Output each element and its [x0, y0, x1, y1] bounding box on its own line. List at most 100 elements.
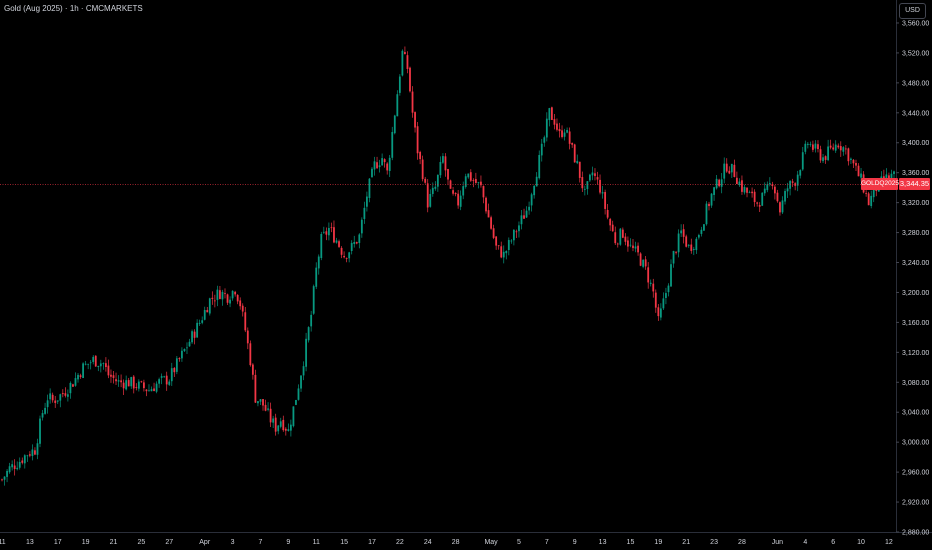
- candle-body: [419, 151, 422, 160]
- candle-body: [538, 155, 541, 179]
- candle-body: [867, 193, 870, 206]
- candle-body: [274, 417, 277, 432]
- candle-body: [46, 400, 49, 408]
- candle-body: [272, 418, 275, 423]
- x-tick-label: 17: [54, 539, 62, 546]
- price-axis[interactable]: 2,880.00 2,920.00 2,960.00 3,000.00 3,040.00…: [896, 20, 929, 537]
- candle-body: [406, 55, 409, 69]
- candle-body: [561, 130, 563, 138]
- candle-body: [601, 192, 604, 194]
- candle-body: [880, 176, 883, 179]
- candle-body: [49, 393, 52, 400]
- candle-body: [515, 231, 518, 233]
- candle-body: [168, 381, 171, 385]
- candle-body: [576, 160, 579, 164]
- candle-body: [850, 158, 852, 160]
- candle-body: [659, 308, 662, 318]
- candle-body: [629, 244, 632, 246]
- candle-body: [477, 182, 480, 184]
- candle-body: [363, 207, 366, 219]
- candle-body: [553, 119, 556, 125]
- candle-body: [733, 164, 736, 177]
- candle-body: [87, 363, 90, 365]
- candle-body: [614, 232, 617, 244]
- candle-body: [353, 242, 356, 245]
- candle-body: [401, 50, 404, 76]
- candle-body: [459, 195, 462, 207]
- candle-body: [310, 314, 313, 327]
- candle-body: [804, 143, 807, 152]
- x-tick-label: 12: [885, 539, 893, 546]
- candle-body: [756, 202, 759, 204]
- candle-body: [700, 229, 703, 234]
- candle-body: [510, 240, 513, 242]
- y-tick-label: 3,560.00: [902, 20, 929, 27]
- candle-body: [806, 143, 809, 145]
- time-axis[interactable]: 11 13 17 19 21 25 27 Apr 3 7 9 11 15 17 22 24 28 May 5 7 9 13…: [0, 539, 893, 546]
- y-tick-label: 2,880.00: [902, 530, 929, 537]
- candle-body: [485, 197, 487, 212]
- candle-body: [434, 186, 437, 189]
- x-tick-label: 7: [545, 539, 549, 546]
- y-tick-label: 3,480.00: [902, 80, 929, 87]
- candle-body: [639, 253, 642, 266]
- candle-body: [611, 224, 614, 232]
- candle-body: [540, 143, 543, 156]
- candle-body: [665, 293, 667, 298]
- candle-body: [525, 210, 528, 218]
- y-tick-label: 3,200.00: [902, 290, 929, 297]
- y-tick-label: 3,240.00: [902, 260, 929, 267]
- candle-body: [720, 179, 723, 187]
- candle-body: [568, 131, 571, 144]
- candle-body: [715, 178, 718, 189]
- candle-body: [181, 350, 183, 359]
- candle-body: [284, 428, 287, 431]
- x-tick-label: 25: [137, 539, 145, 546]
- candle-body: [322, 231, 325, 233]
- candle-body: [652, 283, 655, 292]
- candle-body: [710, 193, 713, 206]
- candle-body: [819, 149, 822, 161]
- x-tick-label: 9: [286, 539, 290, 546]
- candle-body: [621, 229, 624, 238]
- candle-body: [312, 286, 315, 314]
- candle-body: [436, 174, 439, 187]
- candle-body: [150, 389, 153, 392]
- y-tick-label: 3,160.00: [902, 320, 929, 327]
- candle-body: [834, 144, 837, 151]
- candle-body: [110, 374, 112, 377]
- candle-body: [23, 455, 26, 464]
- candle-body: [442, 156, 444, 163]
- candle-body: [627, 240, 629, 247]
- candle-body: [317, 256, 320, 269]
- candle-body: [495, 236, 498, 246]
- candle-body: [758, 205, 761, 207]
- candle-body: [130, 377, 133, 387]
- candle-body: [743, 187, 746, 193]
- candle-body: [426, 183, 429, 208]
- candle-body: [791, 181, 794, 183]
- candle-body: [474, 179, 477, 183]
- candle-body: [262, 399, 264, 406]
- candle-body: [708, 203, 710, 207]
- candle-body: [117, 380, 120, 382]
- candle-body: [761, 192, 764, 206]
- candle-body: [239, 300, 242, 307]
- candle-body: [229, 299, 231, 304]
- candle-body: [685, 236, 688, 247]
- candle-body: [26, 455, 29, 457]
- y-tick-label: 3,040.00: [902, 410, 929, 417]
- candle-body: [348, 252, 351, 259]
- candle-body: [191, 331, 193, 343]
- candle-body: [251, 364, 254, 375]
- candle-body: [675, 251, 677, 253]
- candle-body: [556, 123, 558, 130]
- candle-body: [269, 408, 272, 423]
- x-tick-label: 6: [831, 539, 835, 546]
- currency-button[interactable]: USD: [899, 3, 926, 19]
- candle-body: [599, 179, 601, 193]
- candle-body: [59, 394, 62, 401]
- candle-body: [127, 380, 130, 387]
- candle-body: [102, 363, 105, 364]
